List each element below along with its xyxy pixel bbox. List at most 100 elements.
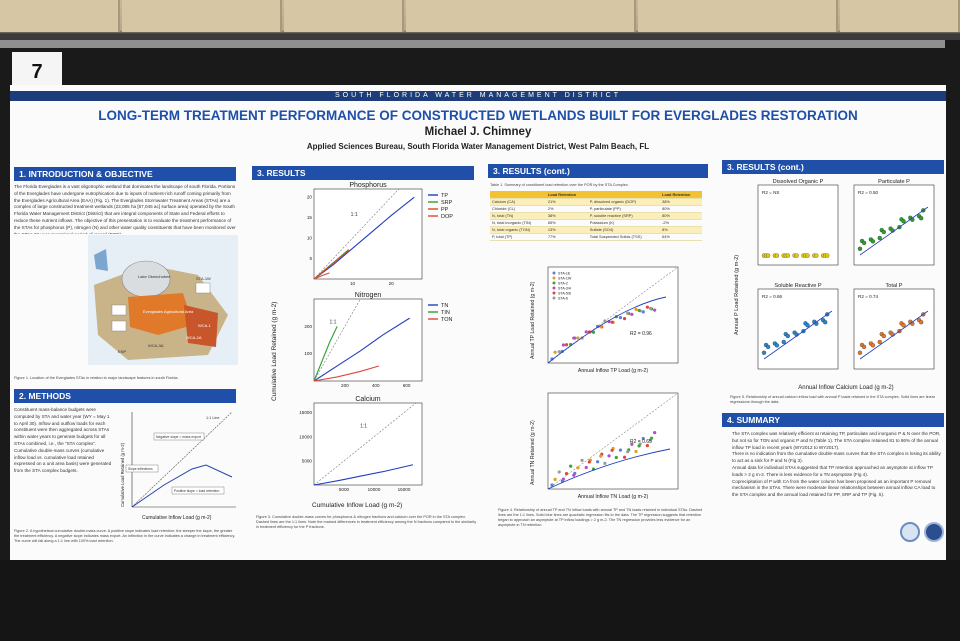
fig4-caption: Figure 4. Relationship of annual TP and … (498, 508, 703, 527)
fig4-data-point (557, 350, 561, 354)
summary-heading: 4. SUMMARY (722, 413, 944, 427)
banner-strip: SOUTH FLORIDA WATER MANAGEMENT DISTRICT (10, 91, 946, 101)
poster-title: LONG-TERM TREATMENT PERFORMANCE OF CONST… (98, 108, 858, 123)
fig3-legend-label: PP (441, 207, 449, 213)
fig3-y-tick: 5 (309, 256, 312, 261)
fig5-r2-label: R2 = NS (762, 190, 780, 195)
fig5-data-point (919, 320, 924, 325)
table1-cell: 80% (660, 205, 702, 213)
fig4-data-point (634, 307, 638, 311)
table1-cell: P, particulate (PP) (587, 205, 661, 213)
fig5-regression-line (859, 310, 929, 360)
table1-cell: Sulfate (SO4) (587, 226, 661, 234)
table1-cell: P, soluble reactive (SRP) (587, 212, 661, 220)
fig5-panel-title: Soluble Reactive P (774, 283, 822, 289)
fig4-data-point (622, 317, 627, 321)
fig2-ylabel: Cumulative Load Retained (g m-2) (120, 442, 125, 507)
fig4-xlabel: Annual Inflow TP Load (g m-2) (578, 368, 648, 374)
fig4-one-to-one-line (547, 392, 679, 490)
fig3-caption: Figure 3. Cumulative double-mass curves … (256, 515, 477, 529)
table1-cell: 13% (545, 226, 588, 234)
fig4-data-point (653, 430, 657, 435)
fig3-y-tick: 15 (307, 215, 313, 220)
fig4-regression-line (547, 448, 671, 490)
fig4-data-point (557, 470, 561, 474)
fig3-panel-title: Calcium (355, 396, 380, 403)
fig3-one-to-one-label: 1:1 (329, 320, 336, 326)
table1-cell: Chloride (CL) (490, 205, 546, 213)
fig5-data-point (870, 343, 876, 348)
fig4-data-point (576, 336, 580, 340)
table1-cell: 65% (545, 219, 588, 227)
table1-row: N, total organic (TON) 13% Sulfate (SO4) 8% (490, 226, 702, 234)
fig4-data-point (630, 312, 634, 316)
fig4-r2-label: R2 = 0.65 (630, 439, 652, 445)
intro-heading: 1. INTRODUCTION & OBJECTIVE (14, 167, 236, 181)
table1-cell: 38% (660, 198, 702, 206)
fig3-legend-label: DOP (441, 214, 453, 220)
fig5-data-point (877, 235, 882, 241)
poster: SOUTH FLORIDA WATER MANAGEMENT DISTRICT … (10, 85, 946, 560)
fig5-data-point (814, 253, 819, 258)
fig4-data-point (564, 343, 569, 347)
fig4-legend-swatch (552, 271, 556, 275)
fig5-regression-line (859, 206, 929, 256)
fig4-data-point (584, 465, 588, 470)
wall-panel (284, 0, 404, 32)
fig4-data-point (553, 477, 557, 482)
methods-text: Constituent mass-balance budgets were co… (14, 407, 112, 474)
fig3-x-tick: 600 (403, 383, 411, 388)
fig4-data-point (637, 444, 641, 448)
fig3-series-line (313, 249, 350, 280)
fig4-data-point (637, 308, 641, 313)
fig4-data-point (564, 471, 569, 476)
fig5-data-point (761, 350, 767, 355)
fig4-data-point (618, 448, 623, 452)
fig4-data-point (550, 357, 554, 361)
fig4-data-point (587, 460, 591, 464)
results-heading: 3. RESULTS (252, 166, 474, 180)
fig3-y-tick: 15000 (299, 410, 312, 415)
fig5-data-point (785, 253, 790, 258)
fig3-y-tick: 5000 (302, 458, 313, 463)
fig2-xlabel: Cumulative Inflow Load (g m-2) (142, 515, 212, 521)
fig3-legend-label: TN (441, 303, 448, 309)
table1-cell: P, total (TP) (490, 233, 546, 241)
fig3-panel-title: Phosphorus (349, 182, 387, 189)
fig2-diagram: Negative slope = mass export Slope infle… (120, 411, 236, 521)
fig4-data-point (626, 311, 630, 315)
fig3-one-to-one-line (313, 402, 417, 486)
sta-map: Lake Okeechobee Everglades Agricultural … (88, 235, 238, 365)
table1-cell: Potassium (K) (587, 219, 661, 227)
fig3-one-to-one-line (313, 188, 400, 280)
fig4-legend-label: STA-6 (558, 297, 568, 301)
fig5-data-point (870, 239, 876, 244)
fig5-data-point (861, 240, 867, 246)
fig4-data-point (591, 330, 596, 334)
table1-cell: 38% (545, 212, 588, 220)
summary-item: The STA complex was relatively efficient… (732, 431, 942, 451)
wall-panel (0, 0, 120, 32)
fig5-panel-frame (853, 288, 935, 370)
fig4-data-point (550, 483, 554, 487)
fig4-ylabel: Annual TN Retained (g m-2) (530, 420, 536, 485)
fig5-r2-label: R2 = 0.50 (858, 190, 878, 195)
summary-item: There is no indication from the cumulati… (732, 451, 942, 465)
fig5-data-point (805, 323, 810, 328)
fig4-data-point (603, 319, 607, 323)
fig4-r2-label: R2 = 0.96 (630, 331, 652, 337)
fig4-data-point (641, 436, 645, 441)
fig3-series-line (313, 317, 410, 382)
fig2-ann-negative: Negative slope = mass export (156, 435, 201, 439)
fig3-xlabel: Cumulative Inflow Load (g m-2) (312, 502, 402, 509)
fig4-legend-swatch (552, 276, 556, 280)
fig3-y-tick: 100 (304, 351, 312, 356)
fig4-xlabel: Annual Inflow TN Load (g m-2) (578, 494, 649, 500)
table1-cell: Total Suspended Solids (TSS) (587, 233, 661, 241)
fig3-y-tick: 200 (304, 324, 312, 329)
fig4-data-point (648, 306, 653, 311)
table1-cell: N, total inorganic (TIN) (490, 219, 546, 227)
fig4-data-point (572, 473, 576, 477)
